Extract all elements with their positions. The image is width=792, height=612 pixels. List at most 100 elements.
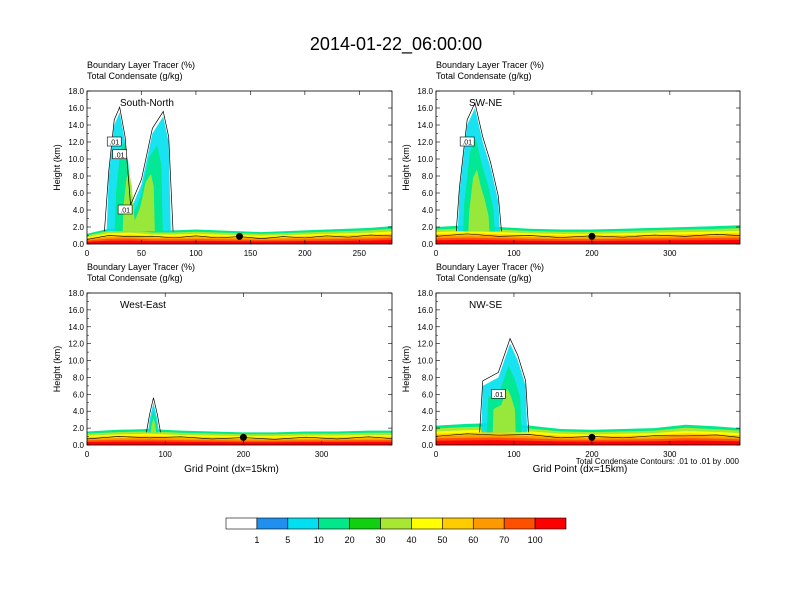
y-tick-label: 18.0 xyxy=(68,87,84,96)
x-tick-label: 250 xyxy=(353,249,367,258)
svg-text:.01: .01 xyxy=(493,392,503,399)
low-condensate-contour xyxy=(436,433,740,439)
x-tick-label: 200 xyxy=(585,450,599,459)
contour-label: .01 xyxy=(459,136,475,147)
y-tick-label: 12.0 xyxy=(68,138,84,147)
x-tick-label: 100 xyxy=(159,450,173,459)
y-tick-label: 10.0 xyxy=(417,357,433,366)
panel-subtitle: Total Condensate (g/kg) xyxy=(436,273,532,283)
y-tick-label: 14.0 xyxy=(417,323,433,332)
panel-south-north: Boundary Layer Tracer (%)Total Condensat… xyxy=(52,60,393,258)
y-tick-label: 6.0 xyxy=(422,390,434,399)
colorbar-label: 60 xyxy=(468,535,478,545)
y-tick-label: 18.0 xyxy=(417,289,433,298)
panel-sw-ne: Boundary Layer Tracer (%)Total Condensat… xyxy=(401,60,741,258)
plot-area: .01 xyxy=(436,101,740,244)
x-tick-label: 50 xyxy=(137,249,146,258)
y-tick-label: 6.0 xyxy=(73,390,85,399)
low-condensate-contour xyxy=(436,233,740,238)
colorbar-cell xyxy=(503,517,536,530)
y-tick-label: 18.0 xyxy=(417,87,433,96)
y-axis-label: Height (km) xyxy=(401,346,411,393)
y-tick-label: 6.0 xyxy=(73,189,85,198)
y-tick-label: 12.0 xyxy=(417,340,433,349)
colorbar-label: 1 xyxy=(254,535,259,545)
y-tick-label: 2.0 xyxy=(73,424,85,433)
x-tick-label: 0 xyxy=(85,450,90,459)
x-tick-label: 200 xyxy=(237,450,251,459)
y-tick-label: 16.0 xyxy=(68,306,84,315)
y-tick-label: 6.0 xyxy=(422,189,434,198)
svg-text:.01: .01 xyxy=(120,208,130,215)
plot-area: .01 .01 .01 xyxy=(87,105,392,244)
panel-subtitle: Boundary Layer Tracer (%) xyxy=(436,262,544,272)
x-tick-label: 0 xyxy=(434,450,439,459)
tracer-band-6 xyxy=(87,240,392,244)
y-tick-label: 2.0 xyxy=(422,223,434,232)
contour-note: Total Condensate Contours: .01 to .01 by… xyxy=(576,457,740,466)
x-tick-label: 200 xyxy=(298,249,312,258)
location-marker xyxy=(588,433,596,441)
colorbar-label: 10 xyxy=(314,535,324,545)
panel-title: SW-NE xyxy=(469,98,502,109)
y-tick-label: 0.0 xyxy=(422,240,434,249)
x-tick-label: 300 xyxy=(663,249,677,258)
svg-text:.01: .01 xyxy=(109,140,119,147)
y-tick-label: 10.0 xyxy=(68,155,84,164)
y-axis-label: Height (km) xyxy=(52,144,62,191)
panel-subtitle: Boundary Layer Tracer (%) xyxy=(87,262,195,272)
condensate-contour xyxy=(479,337,530,433)
y-tick-label: 0.0 xyxy=(73,240,85,249)
y-tick-label: 18.0 xyxy=(68,289,84,298)
panel-subtitle: Boundary Layer Tracer (%) xyxy=(87,60,195,70)
colorbar-cell xyxy=(318,517,350,530)
colorbar-cell xyxy=(225,517,258,530)
y-tick-label: 12.0 xyxy=(68,340,84,349)
y-tick-label: 8.0 xyxy=(73,373,85,382)
y-axis-label: Height (km) xyxy=(401,144,411,191)
svg-text:.01: .01 xyxy=(462,140,472,147)
y-tick-label: 8.0 xyxy=(422,373,434,382)
panel-subtitle: Boundary Layer Tracer (%) xyxy=(436,60,544,70)
plume-shade-2 xyxy=(150,417,157,433)
tracer-band-6 xyxy=(436,239,740,244)
plot-frame xyxy=(86,292,393,446)
plume-shade-2 xyxy=(492,388,516,433)
y-tick-label: 14.0 xyxy=(417,121,433,130)
x-tick-label: 0 xyxy=(434,249,439,258)
y-tick-label: 14.0 xyxy=(68,121,84,130)
y-tick-label: 10.0 xyxy=(417,155,433,164)
y-tick-label: 4.0 xyxy=(73,206,85,215)
contour-label: .01 xyxy=(491,389,506,399)
tracer-band-6 xyxy=(87,441,392,445)
x-tick-label: 300 xyxy=(663,450,677,459)
colorbar-cell xyxy=(411,517,443,530)
y-tick-label: 16.0 xyxy=(417,306,433,315)
location-marker xyxy=(236,232,243,240)
x-tick-label: 100 xyxy=(507,450,521,459)
panel-subtitle: Total Condensate (g/kg) xyxy=(436,71,532,81)
x-tick-label: 300 xyxy=(315,450,329,459)
x-tick-label: 100 xyxy=(507,249,521,258)
y-tick-label: 16.0 xyxy=(417,104,433,113)
panel-title: South-North xyxy=(120,98,174,109)
colorbar-cell xyxy=(534,517,567,530)
panel-west-east: Boundary Layer Tracer (%)Total Condensat… xyxy=(52,262,393,475)
contour-label: .01 xyxy=(117,204,133,215)
plot-area xyxy=(87,397,392,445)
x-tick-label: 100 xyxy=(189,249,203,258)
y-tick-label: 0.0 xyxy=(73,441,85,450)
location-marker xyxy=(239,433,247,441)
colorbar-label: 20 xyxy=(345,535,355,545)
x-tick-label: 0 xyxy=(85,249,90,258)
y-tick-label: 8.0 xyxy=(422,172,434,181)
colorbar-cell xyxy=(472,517,505,530)
x-tick-label: 200 xyxy=(585,249,599,258)
y-tick-label: 12.0 xyxy=(417,138,433,147)
x-axis-label: Grid Point (dx=15km) xyxy=(533,464,628,475)
panel-nw-se: Boundary Layer Tracer (%)Total Condensat… xyxy=(401,262,741,475)
panels: Boundary Layer Tracer (%)Total Condensat… xyxy=(52,60,741,475)
colorbar-cell xyxy=(380,517,412,530)
colorbar-cell xyxy=(442,517,474,530)
